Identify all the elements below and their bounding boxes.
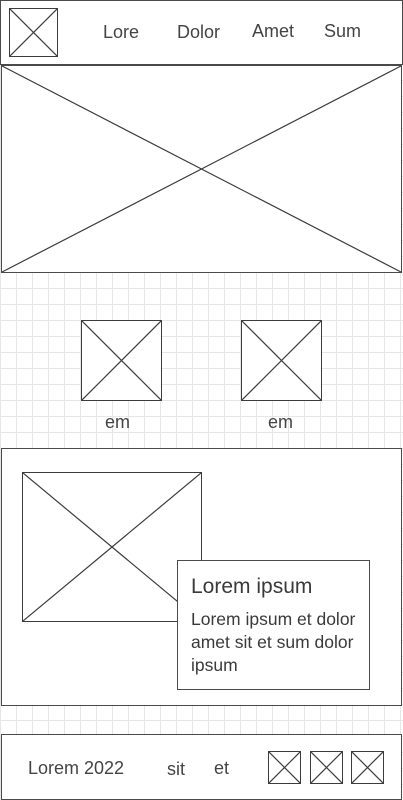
nav-link-lore[interactable]: Lore bbox=[103, 22, 140, 42]
header bbox=[0, 0, 403, 65]
thumbnail-image-placeholder-icon[interactable] bbox=[241, 320, 322, 401]
nav-link-amet[interactable]: Amet bbox=[252, 21, 295, 41]
nav-link-sum[interactable]: Sum bbox=[324, 21, 362, 41]
feature-image-placeholder-icon bbox=[22, 472, 202, 622]
hero-image-placeholder-icon bbox=[1, 65, 402, 273]
thumbnail-caption: em bbox=[268, 412, 294, 432]
logo-image-placeholder-icon[interactable] bbox=[9, 8, 58, 57]
social-image-placeholder-icon[interactable] bbox=[351, 751, 384, 784]
social-image-placeholder-icon[interactable] bbox=[310, 751, 343, 784]
footer-copyright: Lorem 2022 bbox=[28, 758, 125, 778]
thumbnail-image-placeholder-icon[interactable] bbox=[81, 320, 162, 401]
feature-card-title: Lorem ipsum bbox=[191, 575, 313, 598]
nav-link-dolor[interactable]: Dolor bbox=[177, 22, 221, 42]
footer-link-sit[interactable]: sit bbox=[167, 759, 185, 779]
footer-link-et[interactable]: et bbox=[214, 758, 230, 778]
thumbnail-caption: em bbox=[105, 412, 131, 432]
feature-card-body: Lorem ipsum et dolor amet sit et sum dol… bbox=[191, 609, 356, 676]
feature-card: Lorem ipsum Lorem ipsum et dolor amet si… bbox=[177, 560, 370, 690]
social-image-placeholder-icon[interactable] bbox=[268, 751, 301, 784]
